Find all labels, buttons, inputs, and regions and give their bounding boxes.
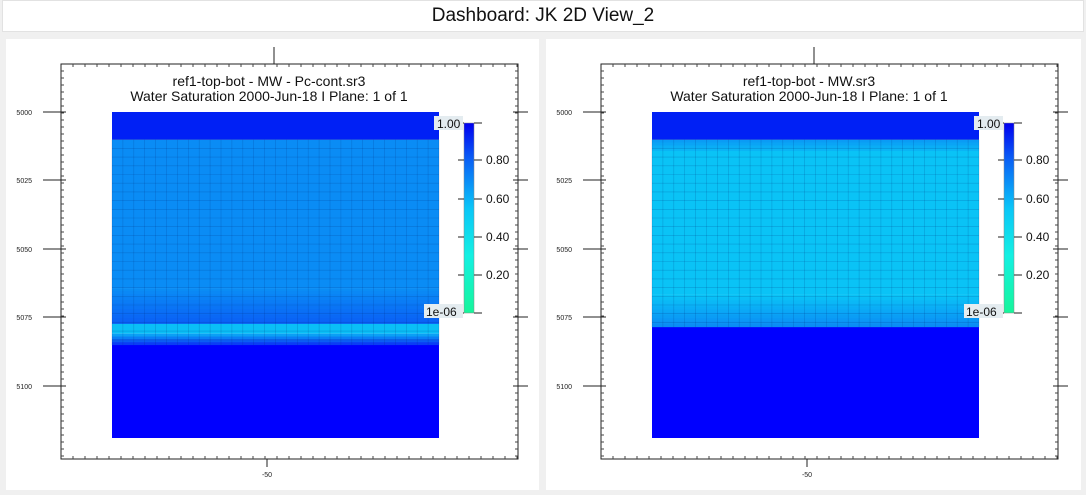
saturation-band	[112, 339, 439, 343]
plot-title-line2: Water Saturation 2000-Jun-18 I Plane: 1 …	[130, 88, 408, 104]
colorbar-tick-label: 0.40	[486, 230, 510, 244]
saturation-band	[652, 300, 979, 305]
saturation-band	[652, 148, 979, 152]
colorbar-max-label-bg	[974, 116, 1003, 130]
saturation-band	[112, 302, 439, 307]
colorbar-tick-label: 0.80	[486, 153, 510, 167]
dashboard-title: Dashboard: JK 2D View_2	[431, 5, 655, 26]
colorbar-tick-label: 0.40	[1026, 230, 1050, 244]
y-tick-label: 5075	[556, 315, 572, 322]
saturation-band	[112, 305, 439, 310]
y-tick-label: 5100	[16, 384, 32, 391]
saturation-band	[112, 294, 439, 298]
plot-frame	[583, 47, 1068, 467]
saturation-band	[652, 321, 979, 325]
saturation-band	[112, 311, 439, 316]
saturation-band	[652, 306, 979, 310]
plot-title-line2: Water Saturation 2000-Jun-18 I Plane: 1 …	[670, 88, 948, 104]
y-tick-label: 5025	[556, 178, 572, 185]
colorbar-min-label-bg	[964, 304, 1003, 318]
saturation-band	[112, 297, 439, 301]
view-panel-left[interactable]: ref1-top-bot - MW - Pc-cont.sr3 Water Sa…	[6, 39, 539, 490]
saturation-band	[112, 112, 439, 140]
saturation-band	[652, 297, 979, 302]
colorbar-max-label-bg	[434, 116, 463, 130]
saturation-band	[652, 303, 979, 308]
colorbar-tick-label: 0.20	[486, 268, 510, 282]
x-tick-label: -50	[802, 472, 812, 479]
colorbar-tick-label: 0.20	[1026, 268, 1050, 282]
saturation-band	[652, 142, 979, 147]
colorbar-min-label: 1e-06	[966, 305, 997, 319]
colorbar-tick-label: 0.60	[486, 192, 510, 206]
saturation-band	[652, 309, 979, 313]
saturation-band	[112, 288, 439, 292]
saturation-band	[112, 333, 439, 338]
saturation-band	[652, 112, 979, 140]
dashboard-title-bar: Dashboard: JK 2D View_2	[2, 0, 1084, 32]
saturation-band	[112, 320, 439, 325]
colorbar-gradient	[1003, 122, 1015, 314]
y-tick-label: 5075	[16, 315, 32, 322]
saturation-band	[652, 312, 979, 316]
y-axis-labels: 5000 5025 5050 5075 5100	[16, 110, 32, 391]
colorbar-gradient	[463, 122, 475, 314]
saturation-band	[112, 299, 439, 304]
saturation-band	[652, 318, 979, 322]
saturation-grid	[111, 112, 440, 438]
y-tick-label: 5000	[556, 110, 572, 117]
plot-view-right[interactable]: ref1-top-bot - MW.sr3 Water Saturation 2…	[546, 39, 1081, 490]
colorbar-min-label-bg	[424, 304, 463, 318]
color-legend	[458, 122, 482, 314]
saturation-band	[112, 317, 439, 322]
y-tick-label: 5025	[16, 178, 32, 185]
saturation-band	[652, 139, 979, 144]
saturation-band	[652, 294, 979, 299]
saturation-band	[112, 342, 439, 346]
saturation-band	[652, 327, 979, 438]
saturation-band	[112, 314, 439, 319]
color-legend	[998, 122, 1022, 314]
colorbar-max-label: 1.00	[437, 117, 461, 131]
plot-title-line1: ref1-top-bot - MW.sr3	[743, 73, 875, 89]
view-panel-right[interactable]: ref1-top-bot - MW.sr3 Water Saturation 2…	[546, 39, 1081, 490]
y-axis-labels: 5000 5025 5050 5075 5100	[556, 110, 572, 391]
y-tick-label: 5050	[16, 247, 32, 254]
saturation-band	[112, 323, 439, 334]
saturation-band	[652, 315, 979, 319]
saturation-band	[112, 345, 439, 438]
saturation-band	[112, 336, 439, 340]
saturation-band	[652, 145, 979, 149]
saturation-band	[112, 291, 439, 295]
y-tick-label: 5050	[556, 247, 572, 254]
saturation-grid	[651, 112, 980, 438]
saturation-band	[112, 308, 439, 313]
colorbar-tick-label: 0.60	[1026, 192, 1050, 206]
saturation-band	[112, 139, 439, 289]
y-tick-label: 5100	[556, 384, 572, 391]
colorbar-tick-label: 0.80	[1026, 153, 1050, 167]
plot-frame	[43, 47, 528, 467]
colorbar-max-label: 1.00	[977, 117, 1001, 131]
saturation-band	[652, 324, 979, 328]
x-tick-label: -50	[262, 472, 272, 479]
plot-title-line1: ref1-top-bot - MW - Pc-cont.sr3	[173, 73, 366, 89]
plot-view-left[interactable]: ref1-top-bot - MW - Pc-cont.sr3 Water Sa…	[6, 39, 539, 490]
y-tick-label: 5000	[16, 110, 32, 117]
colorbar-min-label: 1e-06	[426, 305, 457, 319]
saturation-band	[652, 151, 979, 295]
